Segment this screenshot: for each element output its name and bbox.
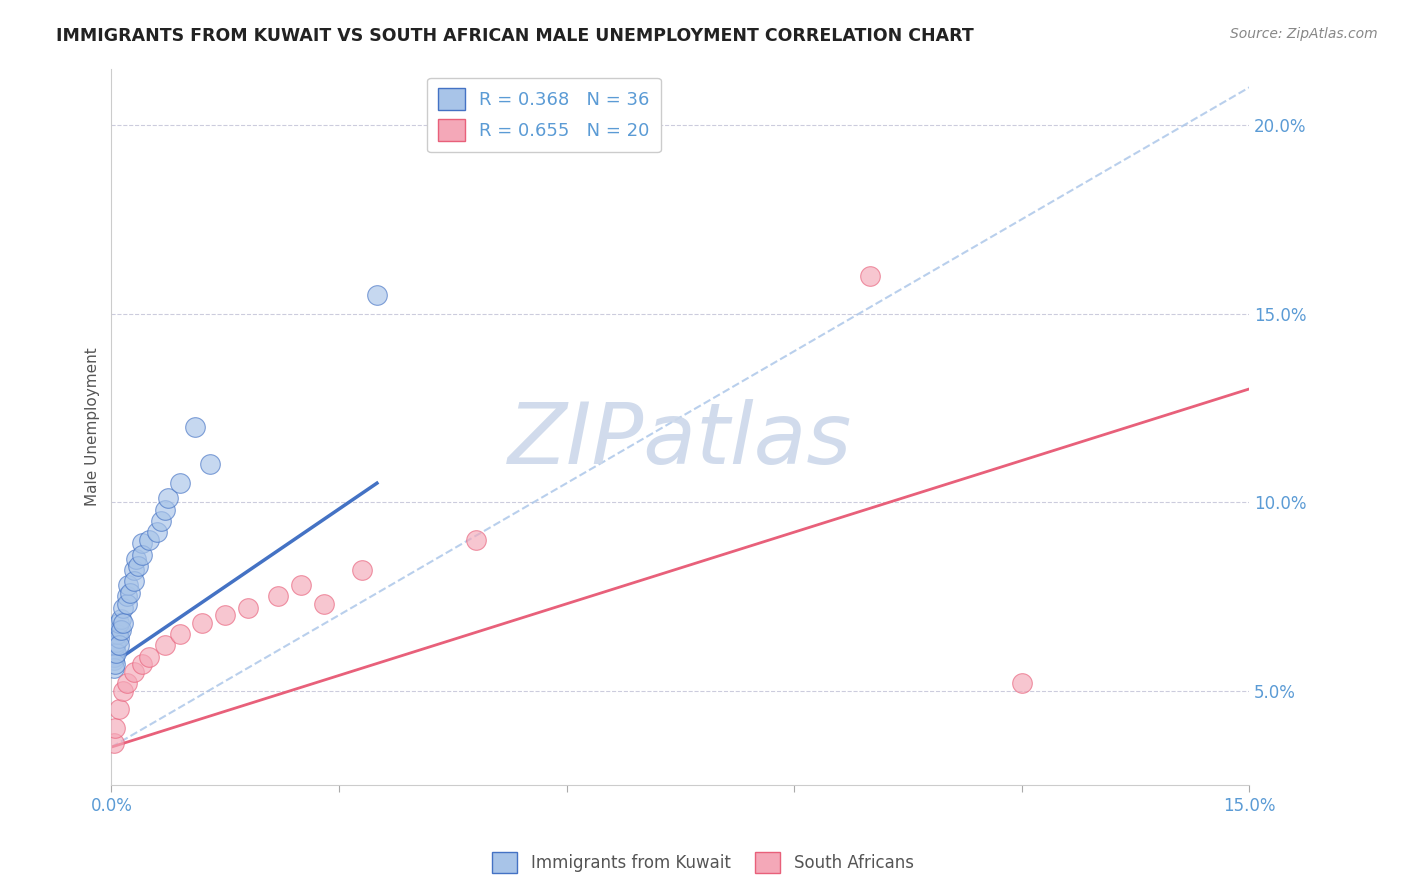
Point bbox=[169, 627, 191, 641]
Point bbox=[111, 615, 134, 630]
Point bbox=[120, 585, 142, 599]
Point bbox=[103, 653, 125, 667]
Point bbox=[366, 287, 388, 301]
Point bbox=[191, 615, 214, 630]
Point bbox=[131, 657, 153, 672]
Point bbox=[110, 624, 132, 638]
Point bbox=[131, 536, 153, 550]
Point bbox=[103, 649, 125, 664]
Point bbox=[122, 563, 145, 577]
Point bbox=[138, 649, 160, 664]
Point bbox=[153, 502, 176, 516]
Point bbox=[131, 548, 153, 562]
Point bbox=[122, 665, 145, 679]
Point bbox=[108, 624, 131, 638]
Text: IMMIGRANTS FROM KUWAIT VS SOUTH AFRICAN MALE UNEMPLOYMENT CORRELATION CHART: IMMIGRANTS FROM KUWAIT VS SOUTH AFRICAN … bbox=[56, 27, 974, 45]
Point bbox=[184, 419, 207, 434]
Point bbox=[117, 578, 139, 592]
Point bbox=[157, 491, 180, 506]
Point bbox=[149, 514, 172, 528]
Point bbox=[198, 458, 221, 472]
Point bbox=[153, 638, 176, 652]
Point bbox=[146, 525, 169, 540]
Text: Source: ZipAtlas.com: Source: ZipAtlas.com bbox=[1230, 27, 1378, 41]
Point bbox=[108, 631, 131, 645]
Point bbox=[105, 627, 128, 641]
Point bbox=[108, 638, 131, 652]
Point bbox=[115, 589, 138, 603]
Point bbox=[290, 578, 312, 592]
Point bbox=[464, 533, 486, 547]
Point bbox=[103, 736, 125, 750]
Point bbox=[111, 683, 134, 698]
Point bbox=[103, 642, 125, 657]
Point bbox=[111, 600, 134, 615]
Point bbox=[312, 597, 335, 611]
Y-axis label: Male Unemployment: Male Unemployment bbox=[86, 347, 100, 506]
Point bbox=[115, 597, 138, 611]
Point bbox=[350, 563, 373, 577]
Point bbox=[127, 559, 149, 574]
Point bbox=[236, 600, 259, 615]
Point bbox=[104, 721, 127, 735]
Point bbox=[104, 634, 127, 648]
Point bbox=[122, 574, 145, 589]
Point bbox=[214, 608, 236, 623]
Point bbox=[104, 638, 127, 652]
Point bbox=[104, 646, 127, 660]
Point bbox=[859, 268, 882, 283]
Point bbox=[110, 612, 132, 626]
Point bbox=[138, 533, 160, 547]
Legend: Immigrants from Kuwait, South Africans: Immigrants from Kuwait, South Africans bbox=[485, 846, 921, 880]
Point bbox=[169, 476, 191, 491]
Point bbox=[267, 589, 290, 603]
Point bbox=[115, 676, 138, 690]
Point bbox=[104, 657, 127, 672]
Point bbox=[103, 661, 125, 675]
Point bbox=[108, 702, 131, 716]
Point bbox=[1011, 676, 1033, 690]
Text: ZIPatlas: ZIPatlas bbox=[508, 400, 852, 483]
Point bbox=[125, 551, 148, 566]
Legend: R = 0.368   N = 36, R = 0.655   N = 20: R = 0.368 N = 36, R = 0.655 N = 20 bbox=[427, 78, 661, 153]
Point bbox=[108, 615, 131, 630]
